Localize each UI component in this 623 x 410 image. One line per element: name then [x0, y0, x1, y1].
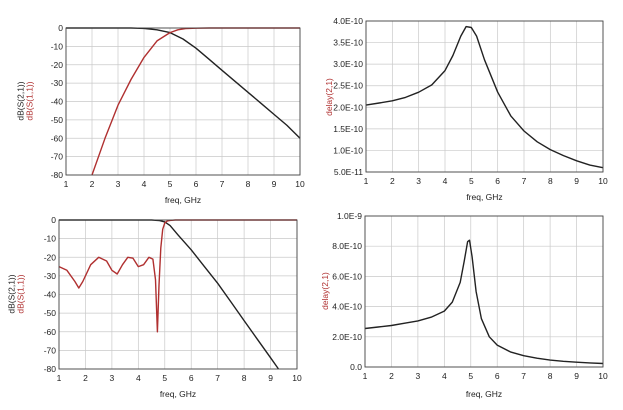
chart-s-parameters-top: 1 2 3 4 5 6 7 8 9 10 0 -10 -20 -30 -40 -50 -60 -70 -80 freq… [16, 23, 305, 205]
x-tick-label: 4 [443, 176, 448, 186]
y-tick-label: 2.0E-10 [332, 332, 362, 342]
chart-group-delay-bottom: 1 2 3 4 5 6 7 8 9 10 0.0 2.0E-10 4.0E-10 6.0E-10 8.0E-… [320, 211, 608, 399]
y-tick-label: 0.0 [350, 362, 362, 372]
y-tick-label: 1.0E-9 [337, 211, 362, 221]
y-tick-label: -10 [44, 234, 57, 244]
x-tick-label: 2 [389, 371, 394, 381]
y-tick-label: 8.0E-10 [332, 241, 362, 251]
x-tick-label: 4 [136, 373, 141, 383]
x-tick-label: 9 [574, 176, 579, 186]
chart-group-delay-top: 1 2 3 4 5 6 7 8 9 10 5.0E-11 1.0E-10 1.5E-10 2.0E-10 2… [324, 16, 608, 202]
y-tick-label: 0 [58, 23, 63, 33]
x-tick-label: 10 [295, 179, 305, 189]
y-tick-label: 1.5E-10 [333, 124, 363, 134]
x-tick-label: 7 [215, 373, 220, 383]
y-tick-label: -10 [51, 41, 64, 51]
x-tick-label: 10 [598, 176, 608, 186]
x-tick-label: 2 [83, 373, 88, 383]
y-tick-label: -30 [44, 271, 57, 281]
x-tick-label: 7 [220, 179, 225, 189]
x-tick-label: 10 [598, 371, 608, 381]
y-axis-label: dB(S(2,1)) [16, 81, 26, 120]
x-tick-label: 3 [416, 371, 421, 381]
y-tick-label: 6.0E-10 [332, 271, 362, 281]
x-tick-label: 3 [110, 373, 115, 383]
x-axis-label: freq, GHz [160, 389, 196, 399]
x-tick-label: 9 [268, 373, 273, 383]
y-tick-label: 4.0E-10 [333, 16, 363, 26]
y-tick-label: 0 [51, 215, 56, 225]
axis-frame [65, 27, 301, 176]
y-tick-label: 2.5E-10 [333, 81, 363, 91]
x-tick-label: 2 [390, 176, 395, 186]
x-tick-label: 3 [416, 176, 421, 186]
y-tick-label: -60 [44, 327, 57, 337]
x-tick-label: 5 [162, 373, 167, 383]
x-tick-label: 4 [142, 179, 147, 189]
x-tick-label: 1 [57, 373, 62, 383]
x-tick-label: 8 [242, 373, 247, 383]
x-tick-label: 5 [469, 176, 474, 186]
x-axis-label: freq, GHz [466, 389, 502, 399]
x-axis-label: freq, GHz [165, 195, 201, 205]
y-tick-label: -70 [51, 152, 64, 162]
x-tick-label: 2 [90, 179, 95, 189]
y-axis-label: delay(2,1) [320, 272, 330, 310]
y-tick-label: -20 [44, 252, 57, 262]
y-axis-label: dB(S(1,1)) [16, 274, 26, 313]
x-tick-label: 1 [363, 371, 368, 381]
chart-s-parameters-bottom: 1 2 3 4 5 6 7 8 9 10 0 -10 -20 -30 -40 -50 -60 -70 -80 freq… [7, 215, 302, 399]
y-tick-label: -50 [44, 308, 57, 318]
axis-frame [58, 219, 298, 370]
y-tick-label: -60 [51, 133, 64, 143]
axis-frame [364, 215, 604, 368]
y-axis-label: delay(2,1) [324, 78, 334, 116]
y-tick-label: 3.0E-10 [333, 59, 363, 69]
x-tick-label: 6 [189, 373, 194, 383]
y-tick-label: -70 [44, 345, 57, 355]
y-tick-label: 4.0E-10 [332, 302, 362, 312]
x-tick-label: 1 [64, 179, 69, 189]
series-line-1 [365, 25, 604, 169]
x-tick-label: 8 [548, 176, 553, 186]
y-tick-label: 2.0E-10 [333, 102, 363, 112]
y-tick-label: -80 [44, 364, 57, 374]
y-axis-label: dB(S(1,1)) [25, 81, 35, 120]
x-tick-label: 7 [521, 371, 526, 381]
y-tick-label: -40 [44, 290, 57, 300]
x-tick-label: 8 [246, 179, 251, 189]
axis-frame [365, 20, 604, 173]
y-tick-label: -30 [51, 78, 64, 88]
y-tick-label: -40 [51, 97, 64, 107]
x-tick-label: 9 [574, 371, 579, 381]
x-tick-label: 6 [194, 179, 199, 189]
plot-area [366, 21, 603, 172]
x-tick-label: 5 [468, 371, 473, 381]
y-axis-label: dB(S(2,1)) [7, 274, 17, 313]
x-tick-label: 1 [364, 176, 369, 186]
x-tick-label: 6 [495, 371, 500, 381]
y-tick-label: -20 [51, 60, 64, 70]
series-line-1 [364, 239, 604, 365]
y-tick-label: 1.0E-10 [333, 145, 363, 155]
x-tick-label: 10 [292, 373, 302, 383]
y-tick-label: 3.5E-10 [333, 38, 363, 48]
plot-area [365, 216, 603, 367]
x-tick-label: 5 [168, 179, 173, 189]
x-tick-label: 7 [522, 176, 527, 186]
x-tick-label: 4 [442, 371, 447, 381]
x-tick-label: 9 [272, 179, 277, 189]
x-axis-label: freq, GHz [466, 192, 502, 202]
x-tick-label: 3 [116, 179, 121, 189]
x-tick-label: 8 [548, 371, 553, 381]
x-tick-label: 6 [495, 176, 500, 186]
y-tick-label: -80 [51, 170, 64, 180]
y-tick-label: 5.0E-11 [334, 167, 363, 177]
y-tick-label: -50 [51, 115, 64, 125]
